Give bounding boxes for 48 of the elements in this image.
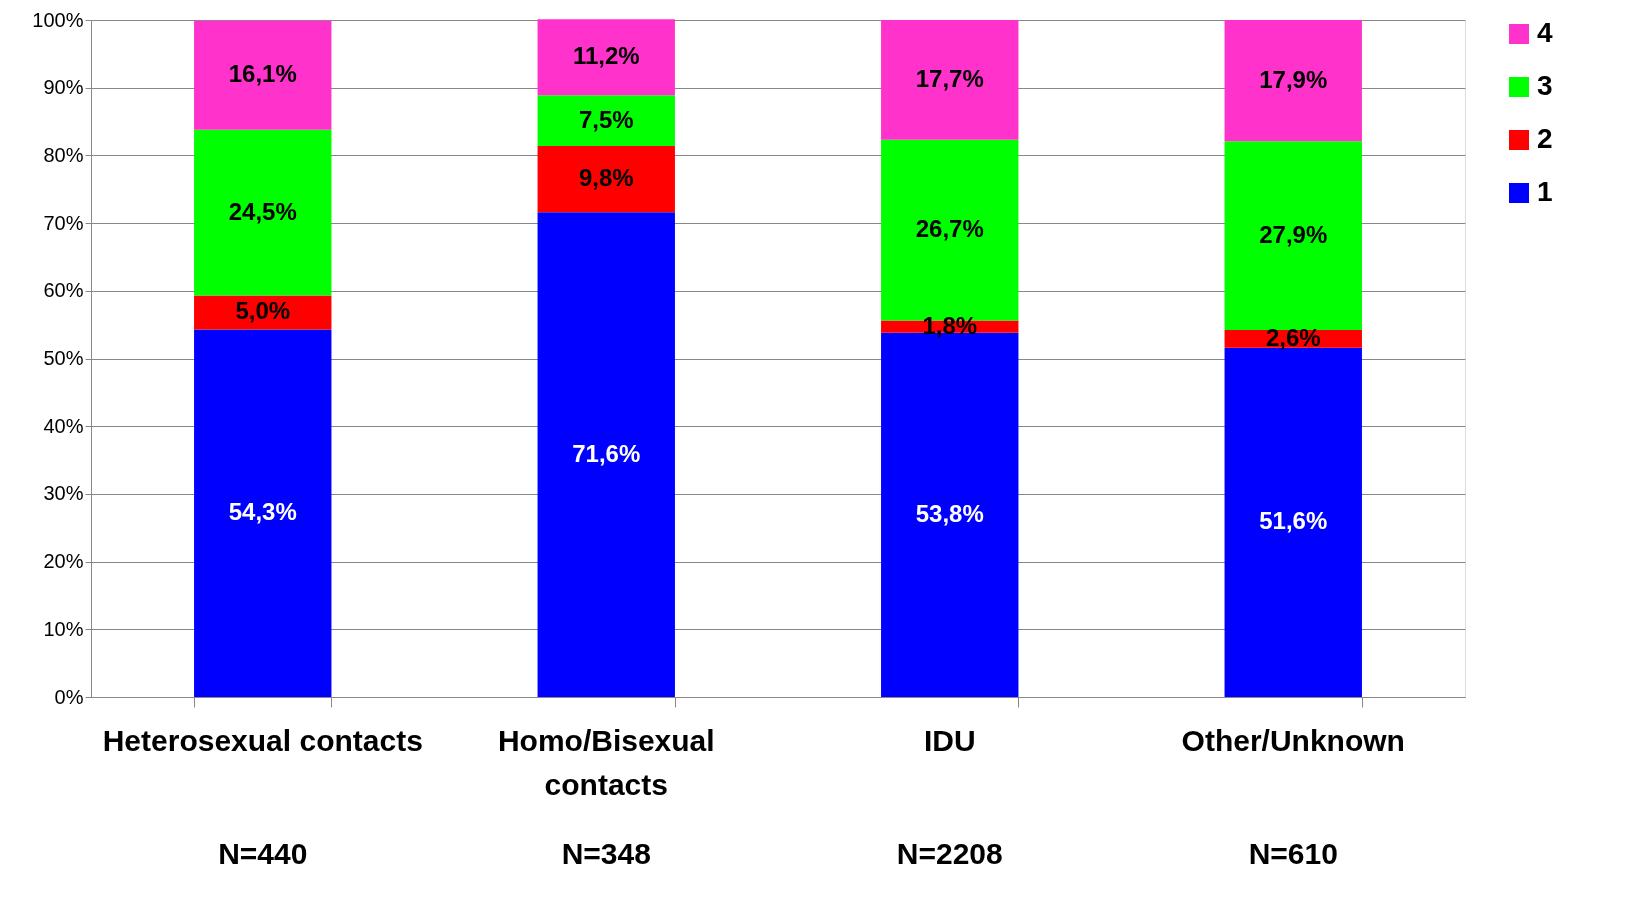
bar: [1224, 20, 1362, 142]
data-label: 54,3%: [228, 498, 297, 526]
data-label: 7,5%: [578, 105, 634, 133]
bar: [537, 212, 675, 697]
bar: [194, 20, 332, 130]
data-label: 71,6%: [572, 439, 641, 467]
data-label: 17,7%: [915, 64, 984, 92]
legend-label: 2: [1537, 123, 1553, 154]
x-tick-label: IDU: [923, 724, 976, 757]
text: N=2208: [896, 837, 1003, 870]
bar: [537, 19, 675, 96]
x-tick-label: Homo/Bisexual contacts: [497, 724, 715, 801]
data-label: 2,6%: [1265, 323, 1321, 351]
y-tick-label: 100%: [32, 8, 84, 31]
data-label: 5,0%: [235, 297, 291, 325]
x-tick-label: Other/Unknown: [1181, 724, 1405, 757]
data-label: 27,9%: [1259, 220, 1328, 248]
bar: [537, 95, 675, 146]
bar: [194, 129, 332, 296]
bar: [537, 145, 675, 213]
y-tick-label: 30%: [43, 482, 84, 505]
legend-label: 4: [1537, 17, 1553, 48]
bar: [1224, 141, 1362, 331]
text: N=348: [561, 837, 651, 870]
x-tick-label: Heterosexual contacts: [102, 724, 423, 757]
bar: [881, 20, 1019, 140]
y-tick-label: 70%: [43, 211, 84, 234]
text: N=610: [1248, 837, 1338, 870]
data-label: 53,8%: [915, 499, 984, 527]
y-tick-label: 0%: [54, 685, 84, 708]
y-tick-label: 90%: [43, 76, 84, 99]
data-label: 17,9%: [1259, 65, 1328, 93]
data-label: 24,5%: [228, 197, 297, 225]
bar: [194, 329, 332, 697]
y-tick-label: 60%: [43, 279, 84, 302]
data-label: 16,1%: [228, 60, 297, 88]
y-tick-label: 40%: [43, 414, 84, 437]
y-tick-label: 10%: [43, 617, 84, 640]
data-label: 9,8%: [578, 164, 634, 192]
y-tick-label: 80%: [43, 143, 84, 166]
legend-label: 3: [1537, 70, 1553, 101]
data-label: 11,2%: [572, 42, 640, 70]
text: N=440: [218, 837, 308, 870]
data-label: 51,6%: [1259, 507, 1328, 535]
legend-label: 1: [1537, 176, 1553, 207]
y-tick-label: 50%: [43, 347, 84, 369]
y-tick-label: 20%: [43, 550, 84, 573]
data-label: 26,7%: [915, 215, 984, 243]
